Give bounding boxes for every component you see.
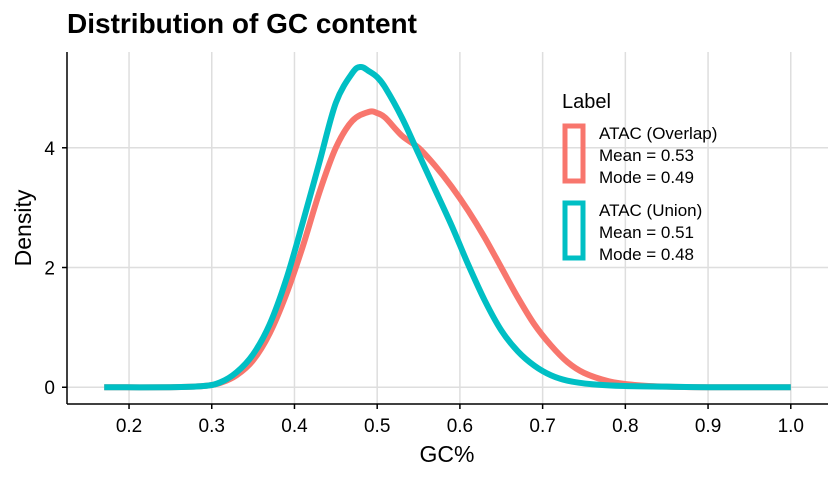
x-tick-label: 0.4	[281, 416, 308, 437]
x-tick-label: 0.6	[447, 416, 473, 437]
legend-title: Label	[562, 91, 611, 113]
legend-mode-overlap: Mode = 0.49	[599, 168, 694, 187]
legend-key-union	[562, 200, 586, 261]
y-tick-label: 2	[44, 259, 55, 280]
grid-lines	[67, 52, 828, 404]
series-line-union	[104, 63, 791, 391]
x-tick-label: 0.9	[695, 416, 721, 437]
chart-title: Distribution of GC content	[67, 8, 417, 39]
x-tick-label: 1.0	[778, 416, 804, 437]
legend: Label ATAC (Overlap) Mean = 0.53 Mode = …	[562, 91, 717, 264]
legend-label-union: ATAC (Union)	[599, 201, 702, 220]
x-tick-label: 0.3	[199, 416, 225, 437]
tick-labels: 0.2 0.3 0.4 0.5 0.6 0.7 0.8 0.9 1.0 0 2 4	[44, 139, 804, 437]
y-tick-label: 4	[44, 139, 55, 160]
axes	[66, 52, 828, 405]
legend-mode-union: Mode = 0.48	[599, 245, 694, 264]
legend-key-overlap	[562, 123, 586, 184]
x-tick-label: 0.7	[529, 416, 555, 437]
x-tick-label: 0.8	[612, 416, 638, 437]
x-axis-label: GC%	[420, 441, 475, 467]
legend-mean-union: Mean = 0.51	[599, 223, 694, 242]
y-axis-label: Density	[10, 189, 36, 266]
legend-mean-overlap: Mean = 0.53	[599, 146, 694, 165]
y-tick-label: 0	[44, 378, 55, 399]
series-lines	[104, 63, 791, 391]
x-tick-label: 0.5	[364, 416, 390, 437]
legend-label-overlap: ATAC (Overlap)	[599, 124, 717, 143]
x-tick-label: 0.2	[116, 416, 142, 437]
